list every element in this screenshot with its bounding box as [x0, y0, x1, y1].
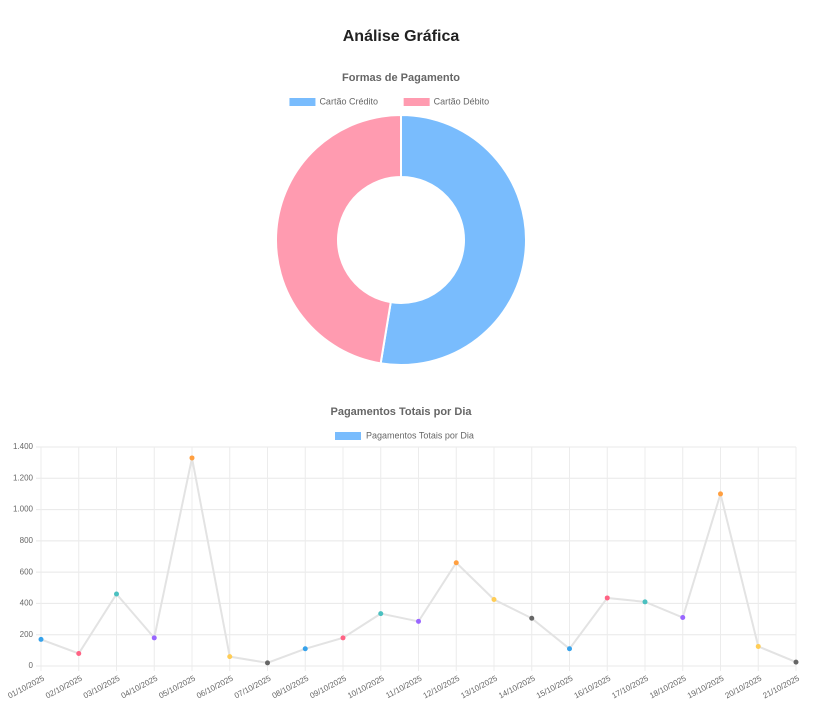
legend-swatch — [403, 98, 430, 106]
y-tick-label: 1.000 — [13, 505, 34, 514]
x-tick-label: 17/10/2025 — [610, 673, 650, 700]
point — [680, 615, 686, 621]
x-tick-label: 02/10/2025 — [44, 673, 84, 700]
y-tick-label: 800 — [20, 536, 34, 545]
x-tick-label: 20/10/2025 — [724, 673, 764, 700]
x-tick-label: 08/10/2025 — [271, 673, 311, 700]
doughnut-slice — [275, 113, 402, 365]
chart-title: Formas de Pagamento — [342, 72, 460, 84]
point — [265, 660, 270, 666]
x-tick-label: 06/10/2025 — [195, 673, 235, 700]
point — [189, 455, 195, 461]
legend-label: Pagamentos Totais por Dia — [366, 430, 474, 440]
x-tick-label: 05/10/2025 — [157, 673, 197, 700]
doughnut-slice — [379, 113, 527, 366]
legend-label: Cartão Débito — [434, 96, 490, 106]
page-title: Análise Gráfica — [343, 28, 460, 45]
point — [567, 646, 572, 652]
y-tick-label: 1.400 — [13, 442, 34, 451]
point — [755, 643, 761, 649]
x-tick-label: 01/10/2025 — [6, 673, 46, 700]
x-tick-label: 11/10/2025 — [384, 673, 424, 700]
point — [114, 591, 119, 597]
point — [227, 654, 233, 660]
x-tick-label: 09/10/2025 — [308, 673, 348, 700]
point — [302, 646, 308, 652]
x-tick-label: 14/10/2025 — [497, 673, 537, 700]
point — [38, 636, 44, 642]
x-tick-label: 12/10/2025 — [422, 673, 462, 700]
point — [604, 595, 610, 601]
point — [793, 659, 799, 665]
y-tick-label: 200 — [20, 630, 34, 639]
point — [718, 491, 723, 497]
point — [491, 597, 497, 603]
point — [151, 635, 157, 641]
x-tick-label: 19/10/2025 — [686, 673, 726, 700]
point — [642, 599, 648, 605]
point — [378, 611, 384, 617]
legend-swatch — [335, 432, 361, 440]
chart-title: Pagamentos Totais por Dia — [331, 406, 473, 418]
x-tick-label: 03/10/2025 — [82, 673, 122, 700]
legend-label: Cartão Crédito — [319, 96, 378, 106]
y-tick-label: 1.200 — [13, 473, 34, 482]
x-tick-label: 10/10/2025 — [346, 673, 386, 700]
y-tick-label: 0 — [29, 661, 34, 670]
point — [416, 618, 421, 624]
y-tick-label: 600 — [20, 567, 34, 576]
x-tick-label: 15/10/2025 — [535, 673, 575, 700]
x-tick-label: 04/10/2025 — [120, 673, 160, 700]
x-tick-label: 13/10/2025 — [459, 673, 499, 700]
y-tick-label: 400 — [20, 599, 34, 608]
point — [76, 650, 82, 656]
legend-swatch — [289, 98, 316, 106]
point — [453, 560, 459, 566]
x-tick-label: 21/10/2025 — [761, 673, 801, 700]
x-tick-label: 07/10/2025 — [233, 673, 273, 700]
point — [529, 615, 535, 621]
x-tick-label: 16/10/2025 — [573, 673, 613, 700]
x-tick-label: 18/10/2025 — [648, 673, 688, 700]
point — [340, 635, 346, 641]
